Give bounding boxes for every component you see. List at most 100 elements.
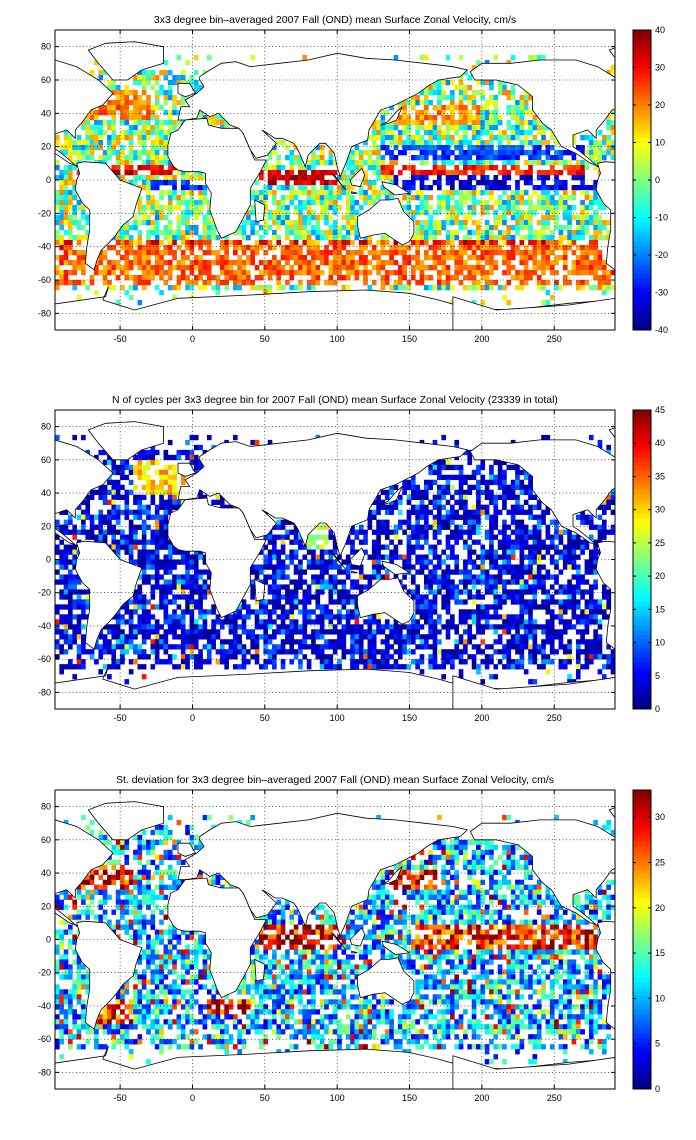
- heatmap-cell: [263, 195, 269, 201]
- heatmap-cell: [554, 270, 559, 276]
- heatmap-cell: [467, 589, 473, 595]
- heatmap-cell: [410, 95, 416, 101]
- heatmap-cell: [545, 205, 551, 211]
- heatmap-cell: [471, 65, 477, 71]
- heatmap-cell: [350, 215, 355, 221]
- heatmap-cell: [324, 614, 329, 620]
- heatmap-cell: [159, 215, 164, 221]
- heatmap-cell: [354, 599, 360, 605]
- heatmap-cell: [146, 245, 151, 251]
- heatmap-cell: [254, 220, 260, 226]
- heatmap-cell: [523, 554, 529, 560]
- heatmap-cell: [541, 205, 546, 211]
- heatmap-cell: [154, 579, 160, 585]
- heatmap-cell: [198, 200, 203, 206]
- heatmap-cell: [506, 554, 512, 560]
- heatmap-cell: [606, 614, 611, 620]
- heatmap-cell: [480, 549, 486, 555]
- heatmap-cell: [163, 100, 169, 106]
- heatmap-cell: [341, 190, 347, 196]
- heatmap-cell: [241, 280, 247, 286]
- heatmap-cell: [384, 524, 390, 530]
- heatmap-cell: [423, 484, 429, 491]
- heatmap-cell: [567, 230, 572, 236]
- heatmap-cell: [502, 479, 507, 486]
- heatmap-cell: [358, 524, 364, 530]
- heatmap-cell: [137, 260, 143, 266]
- heatmap-cell: [68, 145, 73, 151]
- heatmap-cell: [128, 519, 134, 525]
- heatmap-cell: [445, 534, 451, 540]
- heatmap-cell: [189, 434, 195, 441]
- heatmap-cell: [423, 554, 429, 560]
- heatmap-cell: [510, 205, 516, 211]
- heatmap-cell: [68, 180, 73, 186]
- heatmap-cell: [89, 110, 95, 116]
- heatmap-cell: [463, 120, 468, 126]
- heatmap-cell: [328, 200, 334, 206]
- heatmap-cell: [332, 160, 338, 166]
- heatmap-cell: [510, 115, 516, 121]
- heatmap-cell: [298, 280, 303, 286]
- heatmap-cell: [289, 270, 295, 276]
- heatmap-cell: [350, 185, 355, 191]
- heatmap-cell: [146, 559, 151, 565]
- heatmap-cell: [189, 594, 195, 600]
- heatmap-cell: [371, 120, 377, 126]
- heatmap-cell: [111, 529, 117, 535]
- heatmap-cell: [137, 589, 143, 595]
- heatmap-cell: [463, 195, 468, 201]
- heatmap-cell: [528, 614, 533, 620]
- heatmap-cell: [302, 579, 308, 585]
- heatmap-cell: [298, 245, 303, 251]
- heatmap-cell: [185, 60, 190, 66]
- heatmap-cell: [450, 245, 455, 251]
- heatmap-cell: [172, 195, 177, 201]
- heatmap-cell: [319, 190, 325, 196]
- heatmap-cell: [432, 564, 438, 570]
- heatmap-cell: [315, 175, 321, 181]
- heatmap-cell: [324, 569, 329, 575]
- heatmap-cell: [167, 180, 173, 186]
- heatmap-cell: [480, 130, 486, 136]
- heatmap-cell: [94, 60, 99, 66]
- heatmap-cell: [224, 120, 229, 126]
- heatmap-cell: [371, 145, 377, 151]
- heatmap-cell: [345, 210, 351, 216]
- heatmap-cell: [593, 559, 598, 565]
- heatmap-cell: [150, 444, 156, 451]
- heatmap-cell: [484, 115, 490, 121]
- y-tick-label: -60: [38, 275, 51, 285]
- heatmap-cell: [224, 614, 229, 620]
- heatmap-cell: [502, 504, 507, 510]
- heatmap-cell: [85, 135, 91, 141]
- heatmap-cell: [76, 140, 82, 146]
- heatmap-cell: [471, 579, 477, 585]
- heatmap-cell: [150, 564, 156, 570]
- heatmap-cell: [141, 519, 147, 525]
- heatmap-cell: [128, 180, 134, 186]
- heatmap-cell: [402, 115, 407, 121]
- heatmap-cell: [150, 604, 156, 610]
- heatmap-cell: [571, 599, 577, 605]
- heatmap-cell: [536, 245, 542, 251]
- heatmap-cell: [371, 549, 377, 555]
- heatmap-cell: [276, 220, 282, 226]
- heatmap-cell: [172, 504, 177, 510]
- heatmap-cell: [63, 245, 69, 251]
- heatmap-cell: [428, 140, 433, 146]
- heatmap-cell: [367, 285, 373, 291]
- heatmap-cell: [358, 529, 364, 535]
- heatmap-cell: [98, 155, 104, 161]
- heatmap-cell: [476, 484, 481, 491]
- heatmap-cell: [311, 225, 316, 231]
- heatmap-cell: [167, 584, 173, 590]
- heatmap-cell: [167, 210, 173, 216]
- heatmap-cell: [332, 559, 338, 565]
- heatmap-cell: [545, 574, 551, 580]
- heatmap-cell: [606, 135, 611, 141]
- heatmap-cell: [384, 145, 390, 151]
- heatmap-cell: [263, 220, 269, 226]
- heatmap-cell: [541, 185, 546, 191]
- heatmap-cell: [232, 275, 238, 281]
